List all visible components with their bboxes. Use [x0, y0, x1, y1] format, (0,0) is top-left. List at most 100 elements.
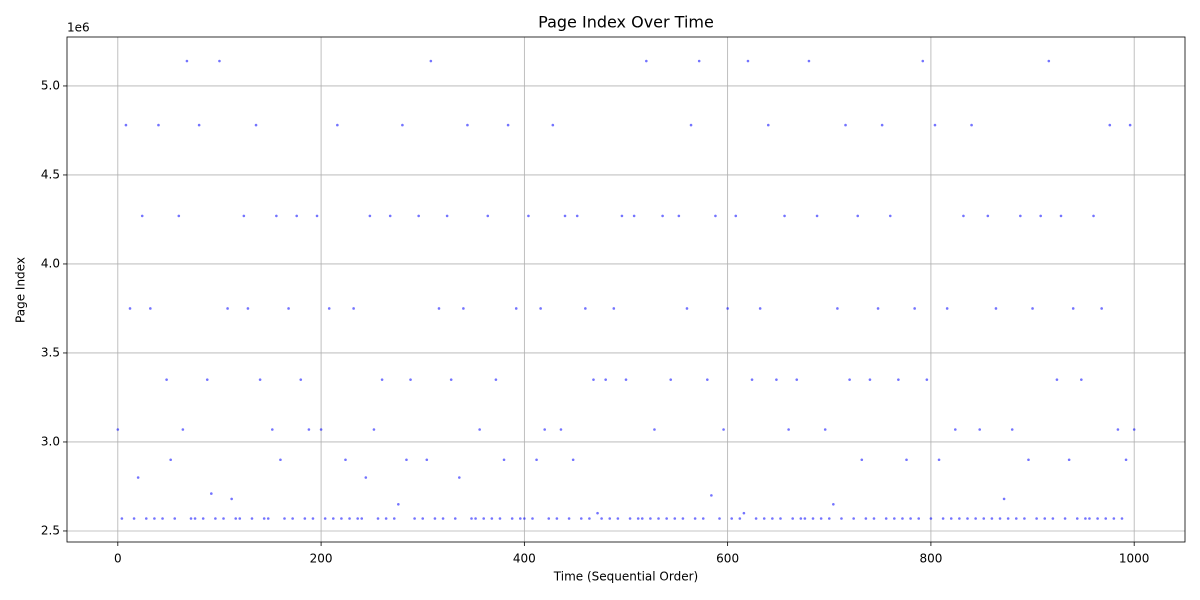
point [303, 517, 307, 520]
point [388, 214, 392, 218]
point [571, 458, 575, 462]
point [909, 517, 912, 520]
point [197, 123, 201, 127]
point [124, 123, 128, 127]
point [941, 517, 945, 520]
point [307, 428, 311, 431]
point [645, 59, 648, 63]
point [364, 476, 368, 479]
point [783, 214, 786, 218]
point [864, 517, 868, 520]
point [205, 378, 209, 381]
point [429, 59, 433, 63]
point [376, 517, 380, 520]
point [815, 214, 819, 218]
point [514, 307, 518, 310]
point [262, 517, 266, 520]
point [384, 517, 388, 520]
point [510, 517, 514, 520]
point [116, 428, 120, 431]
point [401, 123, 404, 127]
point [352, 307, 355, 310]
point [693, 517, 697, 520]
point [779, 517, 782, 520]
point [925, 378, 929, 381]
point [795, 378, 799, 381]
point [750, 378, 754, 381]
point [486, 214, 490, 218]
point [1088, 517, 1091, 520]
point [986, 214, 990, 218]
point [258, 378, 262, 381]
point [1096, 517, 1099, 520]
point [803, 517, 807, 520]
point [1006, 517, 1010, 520]
point [372, 428, 376, 431]
point [242, 214, 246, 218]
point [437, 307, 441, 310]
point [356, 517, 359, 520]
point [177, 214, 181, 218]
point [327, 307, 331, 310]
point [1063, 517, 1067, 520]
point [624, 378, 628, 381]
y-tick-label: 3.5 [41, 345, 60, 359]
y-tick-label: 2.5 [41, 523, 60, 537]
y-offset-label: 1e6 [67, 21, 90, 35]
point [766, 123, 770, 127]
point [636, 517, 640, 520]
point [453, 517, 457, 520]
point [710, 494, 713, 497]
point [596, 511, 599, 515]
point [856, 214, 860, 218]
point [697, 59, 701, 63]
point [1002, 497, 1006, 501]
point [319, 428, 323, 431]
point [462, 307, 465, 310]
point [1019, 214, 1022, 218]
point [299, 378, 303, 381]
point [210, 492, 213, 495]
point [518, 517, 522, 520]
y-tick-label: 3.0 [41, 434, 60, 448]
point [604, 378, 607, 381]
y-axis-label: Page Index [14, 257, 28, 323]
point [1124, 458, 1128, 462]
point [685, 307, 689, 310]
point [990, 517, 994, 520]
point [746, 59, 750, 63]
point [860, 458, 864, 462]
point [169, 458, 172, 462]
point [620, 214, 624, 218]
point [579, 517, 583, 520]
point [689, 123, 693, 127]
point [1031, 307, 1034, 310]
point [458, 476, 461, 479]
point [616, 517, 620, 520]
point [888, 214, 892, 218]
point [966, 517, 969, 520]
point [799, 517, 803, 520]
point [254, 123, 258, 127]
point [844, 123, 847, 127]
point [1116, 428, 1120, 431]
point [482, 517, 486, 520]
point [283, 517, 286, 520]
point [949, 517, 953, 520]
point [291, 517, 294, 520]
point [474, 517, 477, 520]
point [758, 307, 762, 310]
point [157, 123, 160, 127]
point [547, 517, 551, 520]
x-tick-label: 600 [716, 552, 739, 566]
point [921, 59, 925, 63]
point [1014, 517, 1018, 520]
point [226, 307, 229, 310]
point [1035, 517, 1038, 520]
point [250, 517, 254, 520]
point [905, 458, 908, 462]
point [1128, 123, 1132, 127]
point [340, 517, 343, 520]
x-tick-label: 0 [114, 552, 122, 566]
point [275, 214, 278, 218]
